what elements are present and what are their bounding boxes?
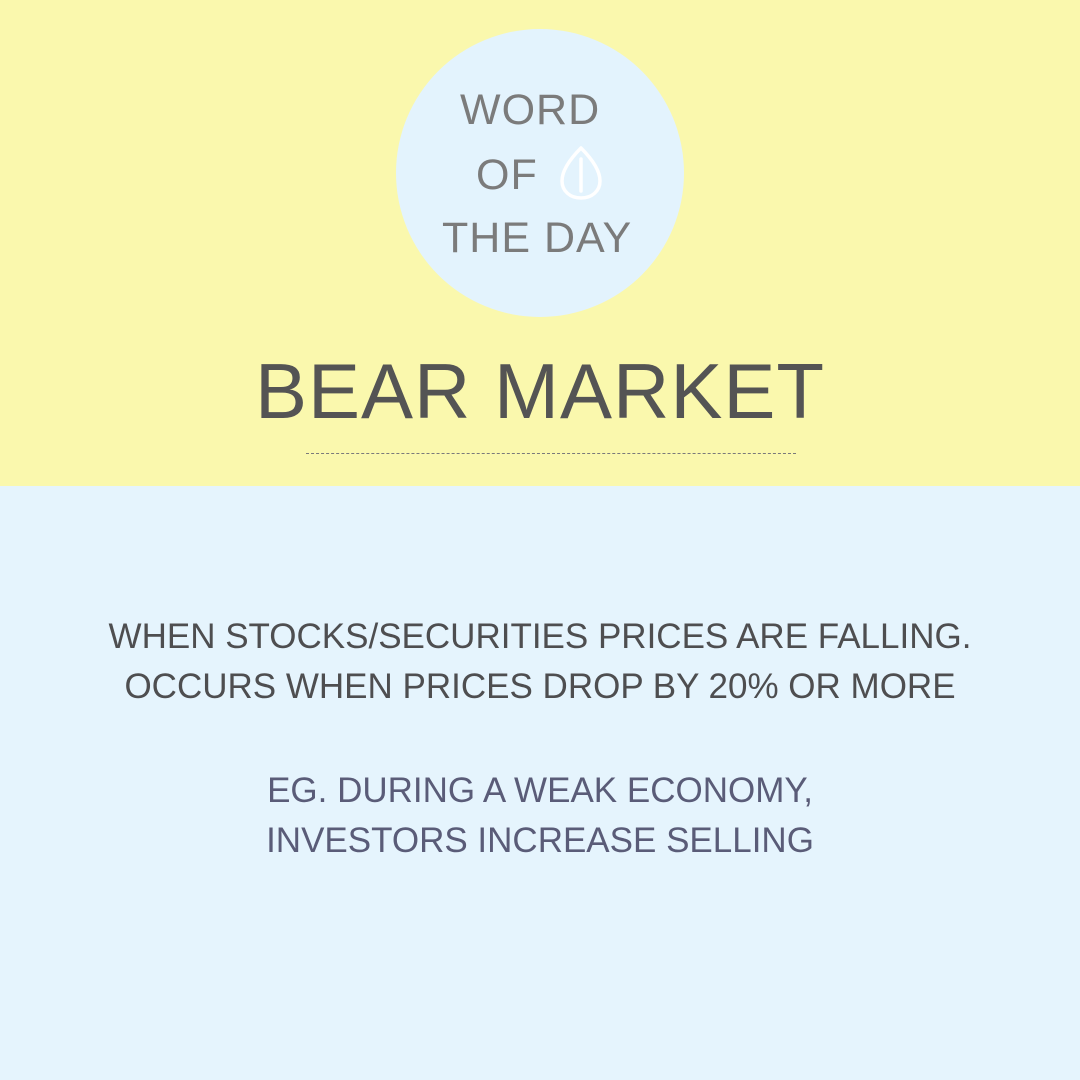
- definition-line: WHEN STOCKS/SECURITIES PRICES ARE FALLIN…: [108, 617, 972, 656]
- example-line: INVESTORS INCREASE SELLING: [266, 821, 814, 860]
- word-title: BEAR MARKET: [254, 347, 826, 435]
- word-of-the-day-badge: WORD OF THE DAY: [396, 29, 684, 317]
- definition-text: WHEN STOCKS/SECURITIES PRICES ARE FALLIN…: [0, 612, 1080, 712]
- dashed-divider: [306, 453, 796, 454]
- badge-line-word: WORD: [460, 86, 601, 134]
- bottom-panel: [0, 486, 1080, 1080]
- seed-icon: [558, 145, 604, 201]
- definition-line: OCCURS WHEN PRICES DROP BY 20% OR MORE: [124, 667, 956, 706]
- badge-line-of: OF: [476, 151, 538, 199]
- example-line: EG. DURING A WEAK ECONOMY,: [267, 771, 813, 810]
- top-panel: WORD OF THE DAY BEAR MARKET: [0, 0, 1080, 486]
- example-text: EG. DURING A WEAK ECONOMY, INVESTORS INC…: [0, 766, 1080, 866]
- badge-line-the-day: THE DAY: [442, 214, 633, 262]
